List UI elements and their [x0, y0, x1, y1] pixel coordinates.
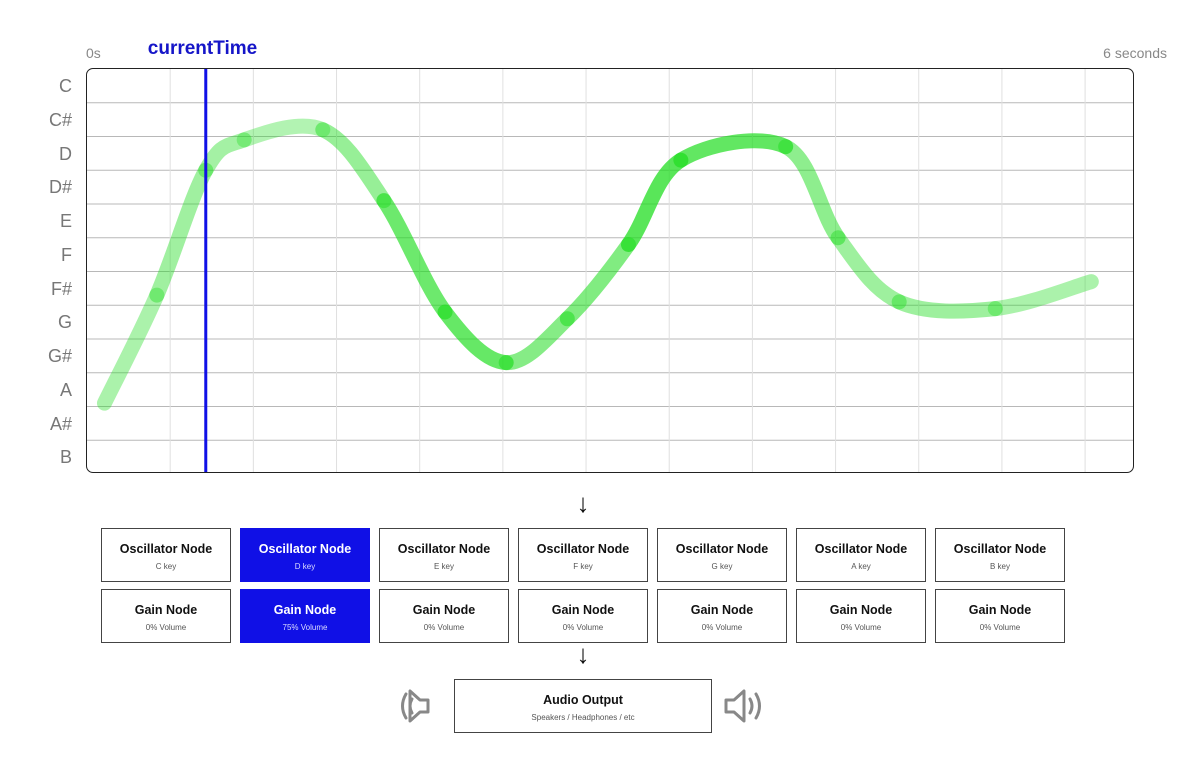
- oscillator-node-title: Oscillator Node: [953, 542, 1047, 556]
- oscillator-node-title: Oscillator Node: [814, 542, 908, 556]
- gain-node-subtitle: 0% Volume: [423, 623, 465, 632]
- note-label: B: [59, 447, 72, 468]
- oscillator-node[interactable]: Oscillator Node D key: [240, 528, 370, 582]
- oscillator-node-subtitle: C key: [155, 562, 177, 571]
- curve-segment: [149, 162, 214, 303]
- gain-node[interactable]: Gain Node 0% Volume: [796, 589, 926, 643]
- oscillator-node-subtitle: G key: [711, 562, 733, 571]
- note-label: D#: [48, 177, 72, 198]
- oscillator-node[interactable]: Oscillator Node C key: [101, 528, 231, 582]
- gain-node-title: Gain Node: [134, 603, 198, 617]
- gain-node-title: Gain Node: [412, 603, 476, 617]
- oscillator-node-title: Oscillator Node: [675, 542, 769, 556]
- gain-node[interactable]: Gain Node 75% Volume: [240, 589, 370, 643]
- gain-node-title: Gain Node: [273, 603, 337, 617]
- note-label: A: [59, 379, 72, 400]
- note-label: C#: [48, 109, 72, 130]
- curve-segment: [96, 287, 165, 411]
- oscillator-node-subtitle: D key: [294, 562, 316, 571]
- curve-segment: [315, 122, 392, 209]
- gain-node-title: Gain Node: [551, 603, 615, 617]
- gain-node-subtitle: 75% Volume: [282, 623, 328, 632]
- oscillator-node-subtitle: B key: [989, 562, 1010, 571]
- pitch-chart: [87, 69, 1133, 472]
- gain-node-subtitle: 0% Volume: [979, 623, 1021, 632]
- note-label: A#: [49, 413, 72, 434]
- gain-node[interactable]: Gain Node 0% Volume: [379, 589, 509, 643]
- gain-node[interactable]: Gain Node 0% Volume: [518, 589, 648, 643]
- audio-output-subtitle: Speakers / Headphones / etc: [531, 713, 635, 722]
- gain-node[interactable]: Gain Node 0% Volume: [101, 589, 231, 643]
- note-label: G: [57, 312, 72, 333]
- oscillator-node[interactable]: Oscillator Node A key: [796, 528, 926, 582]
- speaker-icon: [724, 689, 761, 723]
- curve-segment: [620, 152, 689, 252]
- oscillator-node-subtitle: A key: [851, 562, 871, 571]
- note-label: D: [59, 143, 72, 164]
- gain-node-subtitle: 0% Volume: [840, 623, 882, 632]
- curve-segment: [987, 274, 1099, 317]
- current-time-label: currentTime: [147, 38, 258, 59]
- gain-node-title: Gain Node: [829, 603, 893, 617]
- speaker-muted-icon: [401, 689, 430, 723]
- down-arrow-icon: ↓: [576, 639, 590, 669]
- oscillator-node-title: Oscillator Node: [119, 542, 213, 556]
- note-label: E: [59, 211, 72, 231]
- gain-node-subtitle: 0% Volume: [701, 623, 743, 632]
- oscillator-node[interactable]: Oscillator Node B key: [935, 528, 1065, 582]
- curve-segment: [673, 133, 794, 168]
- audio-output-node[interactable]: Audio Output Speakers / Headphones / etc: [454, 679, 712, 733]
- oscillator-node-title: Oscillator Node: [536, 542, 630, 556]
- curve-segment: [830, 230, 907, 310]
- curve-segment: [498, 311, 575, 371]
- curve-segment: [198, 132, 252, 178]
- oscillator-node-title: Oscillator Node: [397, 542, 491, 556]
- oscillator-node[interactable]: Oscillator Node F key: [518, 528, 648, 582]
- curve-segment: [559, 237, 636, 327]
- down-arrow-icon: ↓: [576, 488, 590, 518]
- pitch-timeline[interactable]: [86, 68, 1134, 473]
- note-label: F: [61, 244, 72, 265]
- gain-node[interactable]: Gain Node 0% Volume: [657, 589, 787, 643]
- curve-segment: [236, 118, 331, 148]
- gain-node-title: Gain Node: [690, 603, 754, 617]
- note-label: C: [59, 76, 72, 96]
- oscillator-node-subtitle: F key: [573, 562, 593, 571]
- audio-output-title: Audio Output: [543, 693, 623, 707]
- oscillator-node-title: Oscillator Node: [258, 542, 352, 556]
- gain-node-subtitle: 0% Volume: [145, 623, 187, 632]
- grid: [87, 69, 1133, 472]
- gain-node-subtitle: 0% Volume: [562, 623, 604, 632]
- curve-segment: [376, 193, 453, 320]
- gain-node-title: Gain Node: [968, 603, 1032, 617]
- note-label: F#: [50, 278, 72, 299]
- curve-segment: [778, 139, 846, 246]
- oscillator-node-subtitle: E key: [433, 562, 454, 571]
- gain-node[interactable]: Gain Node 0% Volume: [935, 589, 1065, 643]
- oscillator-node[interactable]: Oscillator Node E key: [379, 528, 509, 582]
- pitch-curve: [96, 118, 1099, 411]
- time-start-label: 0s: [86, 45, 101, 61]
- curve-segment: [891, 294, 1003, 319]
- oscillator-node[interactable]: Oscillator Node G key: [657, 528, 787, 582]
- time-end-label: 6 seconds: [1103, 45, 1167, 61]
- note-label: G#: [47, 346, 72, 366]
- curve-segment: [437, 304, 514, 371]
